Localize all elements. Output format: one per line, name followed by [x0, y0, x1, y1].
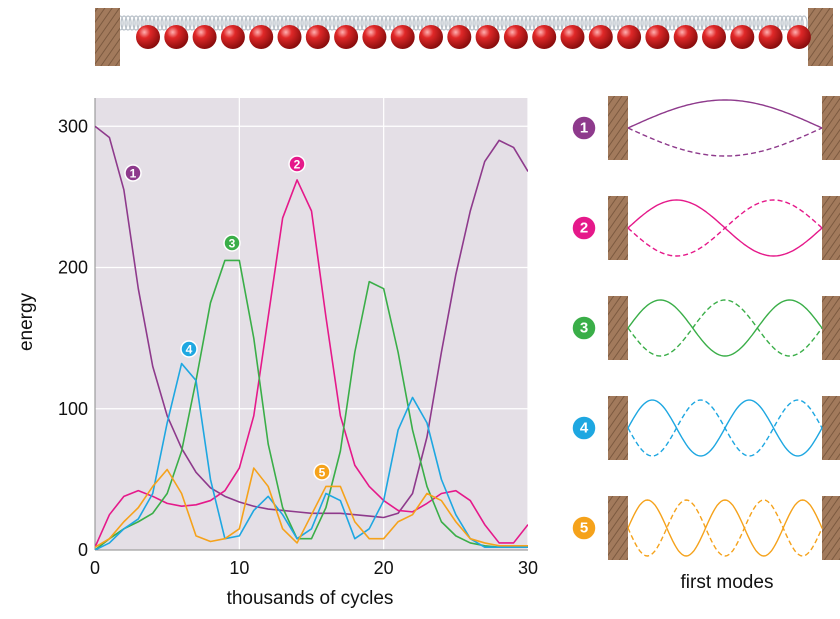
mass	[560, 25, 585, 49]
x-tick-label: 20	[374, 558, 394, 578]
x-tick-label: 30	[518, 558, 538, 578]
mode-label: 1	[130, 167, 137, 181]
series-line	[95, 467, 528, 548]
wall	[608, 496, 628, 560]
mode-label: 2	[580, 220, 588, 237]
wall	[822, 96, 840, 160]
mass	[136, 25, 160, 49]
wall	[95, 8, 120, 66]
mode-label: 3	[229, 237, 236, 251]
mode-shape-dashed	[627, 199, 823, 257]
mode-shape-dashed	[627, 399, 823, 457]
mode-badge	[124, 164, 142, 182]
mode-label: 5	[319, 466, 326, 480]
mass	[532, 25, 557, 49]
mass	[673, 25, 698, 49]
mass	[645, 25, 670, 49]
y-tick-label: 0	[78, 540, 88, 560]
mass	[192, 25, 217, 49]
mode-badge	[223, 234, 241, 252]
modes-panel: 1 2 3 4 5	[571, 96, 840, 560]
x-axis-title: thousands of cycles	[227, 588, 394, 609]
mode-shape-dashed	[627, 127, 823, 157]
mode-shape	[627, 499, 823, 557]
wall	[608, 396, 628, 460]
mass	[362, 25, 387, 49]
mass	[588, 25, 613, 49]
x-tick-label: 10	[229, 558, 249, 578]
wall	[608, 196, 628, 260]
mass	[447, 25, 472, 49]
mode-badge	[571, 515, 597, 541]
y-axis-title: energy	[16, 292, 37, 351]
mass	[305, 25, 330, 49]
mode-badge	[313, 463, 331, 481]
mode-badge	[571, 315, 597, 341]
mass	[730, 25, 755, 49]
mass	[220, 25, 245, 49]
x-tick-label: 0	[90, 558, 100, 578]
mass	[503, 25, 528, 49]
modes-caption: first modes	[681, 572, 774, 593]
series-line	[95, 179, 528, 548]
wall	[822, 496, 840, 560]
wall	[608, 296, 628, 360]
wall	[822, 396, 840, 460]
mass	[164, 25, 189, 49]
mode-shape-dashed	[627, 499, 823, 557]
mode-label: 4	[580, 420, 589, 437]
mode-shape-dashed	[627, 299, 823, 357]
mass	[277, 25, 302, 49]
springs	[116, 15, 808, 31]
mass	[475, 25, 500, 49]
series-line	[95, 259, 528, 550]
y-tick-label: 100	[58, 399, 88, 419]
mass	[786, 25, 811, 49]
series-line	[95, 362, 528, 550]
mass	[419, 25, 443, 49]
mode-label: 4	[186, 343, 193, 357]
mode-label: 3	[580, 320, 588, 337]
plot-background	[95, 98, 528, 550]
mass	[702, 25, 726, 49]
mass	[249, 25, 274, 49]
mode-shape	[627, 299, 823, 357]
mass	[334, 25, 359, 49]
mode-label: 2	[294, 158, 301, 172]
mass	[758, 25, 783, 49]
mode-badge	[571, 415, 597, 441]
wall	[822, 196, 840, 260]
mode-badge	[180, 340, 198, 358]
wall	[822, 296, 840, 360]
wall	[608, 96, 628, 160]
mass	[617, 25, 642, 49]
mode-badge	[288, 155, 306, 173]
y-tick-label: 200	[58, 258, 88, 278]
y-tick-label: 300	[58, 116, 88, 136]
mode-label: 5	[580, 520, 588, 537]
mode-shape	[627, 99, 823, 129]
chain-illustration	[95, 8, 833, 66]
mode-label: 1	[580, 120, 588, 137]
mode-badge	[571, 115, 597, 141]
mass	[390, 25, 415, 49]
mode-badge	[571, 215, 597, 241]
wall	[808, 8, 833, 66]
